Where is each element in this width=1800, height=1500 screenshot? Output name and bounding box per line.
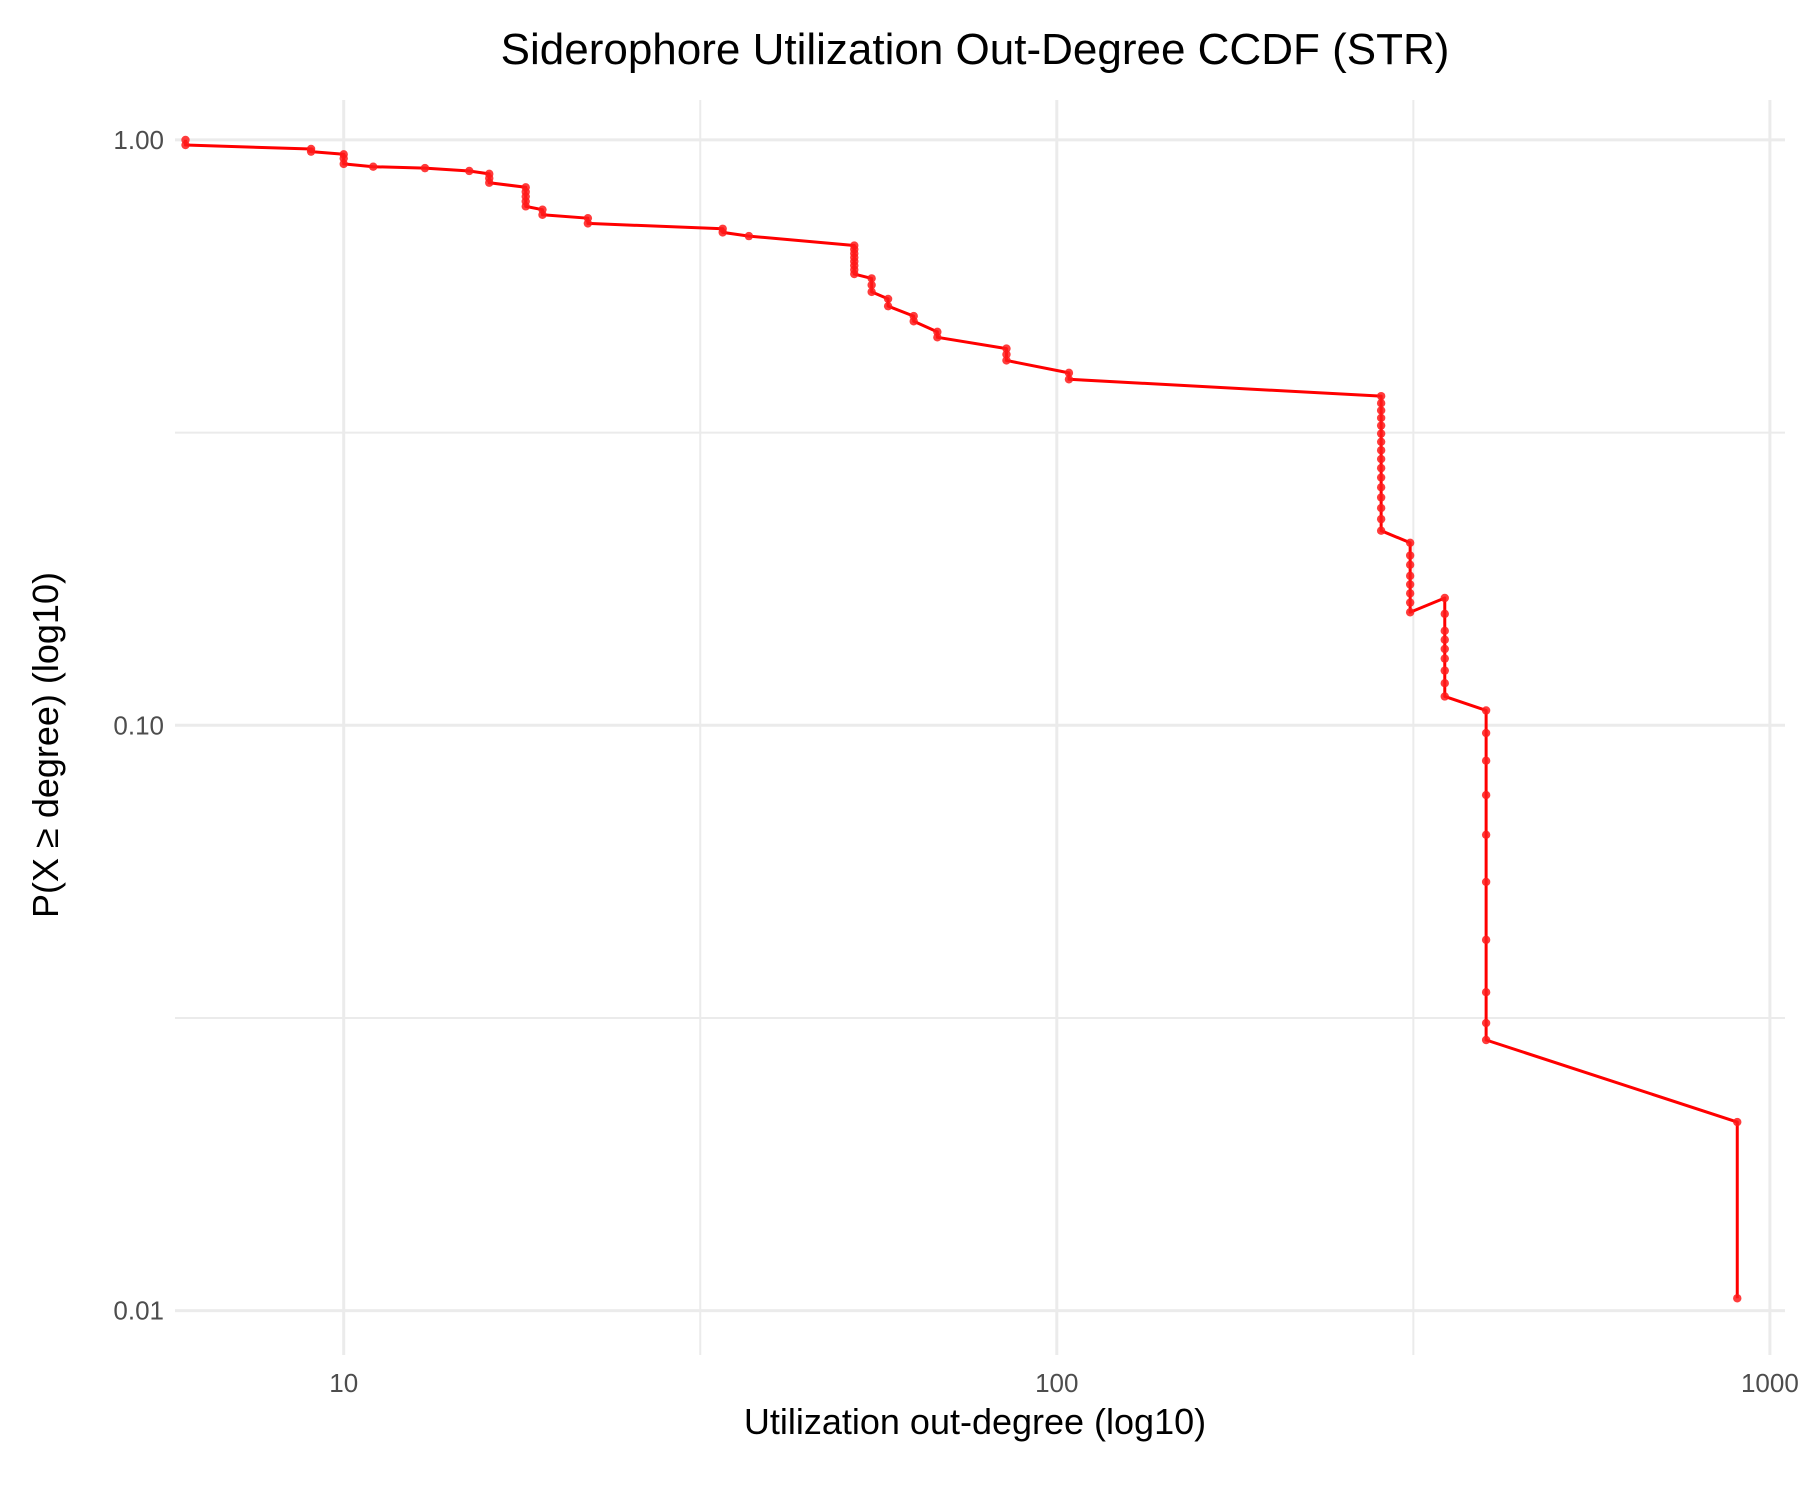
data-point — [1376, 514, 1386, 524]
data-point — [883, 294, 893, 304]
data-point — [521, 202, 530, 211]
data-point — [867, 280, 876, 290]
series-layer — [181, 135, 1742, 1303]
data-point — [1376, 413, 1386, 423]
data-point — [1405, 608, 1415, 617]
data-point — [1440, 635, 1449, 644]
data-point — [1440, 609, 1449, 619]
data-point — [850, 269, 859, 279]
data-point — [339, 159, 348, 169]
chart-title: Siderophore Utilization Out-Degree CCDF … — [501, 25, 1450, 74]
y-tick-label: 1.00 — [113, 125, 164, 155]
data-point — [1405, 538, 1415, 548]
data-point — [1481, 877, 1491, 887]
x-tick-label: 100 — [1035, 1368, 1078, 1398]
data-point — [1376, 493, 1386, 502]
data-point — [1376, 429, 1386, 438]
data-point — [1376, 483, 1386, 492]
data-point — [465, 166, 474, 176]
data-point — [583, 219, 593, 228]
data-point — [1440, 679, 1449, 688]
data-point — [1440, 666, 1449, 675]
data-point — [1376, 473, 1386, 482]
data-point — [1376, 446, 1386, 455]
data-point — [1405, 571, 1415, 581]
data-point — [1376, 454, 1386, 464]
data-point — [1064, 368, 1074, 378]
data-point — [181, 140, 190, 150]
data-point — [1481, 1035, 1491, 1045]
data-point — [485, 178, 494, 187]
data-point — [1440, 644, 1449, 654]
data-point — [1481, 1018, 1491, 1028]
data-point — [1002, 356, 1011, 365]
data-point — [1481, 987, 1491, 997]
x-axis-title: Utilization out-degree (log10) — [744, 1401, 1206, 1442]
data-point — [1376, 503, 1386, 513]
data-point — [1002, 344, 1011, 353]
data-point — [1481, 756, 1491, 765]
data-point — [1376, 406, 1386, 415]
data-point — [1481, 790, 1491, 800]
data-point — [1440, 654, 1449, 663]
data-point — [1481, 830, 1491, 840]
data-point — [867, 274, 876, 283]
data-point — [1376, 391, 1386, 401]
grid — [175, 100, 1785, 1355]
data-point — [1405, 589, 1415, 598]
data-point — [1405, 551, 1415, 560]
data-point — [1405, 580, 1415, 589]
data-point — [1481, 706, 1491, 715]
data-point — [883, 301, 893, 311]
y-axis-title: P(X ≥ degree) (log10) — [25, 572, 66, 918]
data-point — [1376, 437, 1386, 446]
data-point — [306, 147, 316, 156]
y-tick-label: 0.10 — [113, 710, 164, 740]
data-point — [1440, 692, 1449, 701]
data-point — [538, 210, 547, 219]
x-tick-label: 1000 — [1741, 1368, 1799, 1398]
data-point — [1376, 526, 1386, 535]
data-point — [1376, 463, 1386, 473]
data-point — [867, 287, 876, 297]
data-point — [1376, 421, 1386, 430]
data-point — [1733, 1294, 1742, 1303]
data-point — [933, 333, 942, 342]
data-point — [1405, 598, 1415, 607]
data-point — [369, 162, 378, 171]
data-point — [718, 228, 727, 237]
data-point — [1002, 350, 1011, 359]
data-point — [1405, 560, 1415, 570]
x-tick-label: 10 — [329, 1368, 358, 1398]
data-point — [1440, 626, 1449, 636]
data-point — [1733, 1117, 1742, 1127]
data-point — [1064, 375, 1074, 384]
data-point — [1440, 593, 1449, 603]
data-point — [909, 317, 918, 326]
y-tick-label: 0.01 — [113, 1296, 164, 1326]
data-point — [744, 231, 754, 241]
ticks: 10 100 1000 1.00 0.10 0.01 — [113, 125, 1798, 1398]
data-point — [1481, 728, 1491, 738]
data-point — [1376, 399, 1386, 408]
data-point — [420, 163, 430, 173]
data-point — [1481, 935, 1491, 945]
series-line — [184, 139, 1739, 1299]
